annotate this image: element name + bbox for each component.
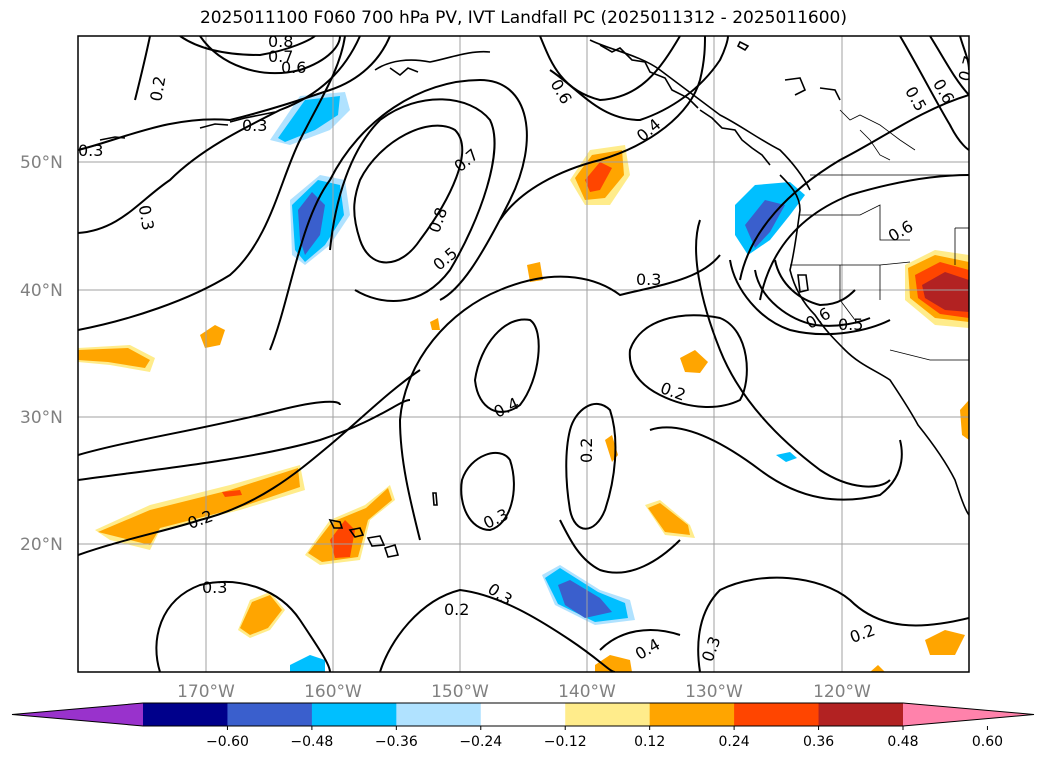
contour-label: 0.3 xyxy=(135,204,158,232)
colorbar-tick-label: −0.24 xyxy=(459,734,502,750)
colorbar-segment xyxy=(311,703,397,726)
contour-label: 0.7 xyxy=(268,47,293,66)
contour-label: 0.8 xyxy=(268,32,293,51)
contour-label: 0.5 xyxy=(838,315,863,334)
colorbar-extend-low xyxy=(12,703,143,726)
contour-label: 0.2 xyxy=(577,438,596,463)
contour-label: 0.3 xyxy=(636,270,661,289)
colorbar-segment xyxy=(565,703,651,726)
colorbar-tick-label: −0.60 xyxy=(206,734,249,750)
colorbar-tick-label: 0.60 xyxy=(972,734,1003,750)
map-plot-area: 0.8 0.7 0.6 0.2 0.3 0.3 0.3 0.6 0.7 0.8 … xyxy=(78,32,980,672)
colorbar-segment xyxy=(227,703,313,726)
colorbar-tick-label: 0.24 xyxy=(719,734,750,750)
lat-label-40n: 40°N xyxy=(20,281,63,301)
colorbar-tick-label: 0.36 xyxy=(803,734,834,750)
pv-contours xyxy=(78,36,969,672)
colorbar-segment xyxy=(143,703,228,726)
borders xyxy=(790,109,969,361)
contour-label: 0.3 xyxy=(242,116,267,135)
colorbar-segment xyxy=(649,703,735,726)
contour-label: 0.3 xyxy=(78,141,103,160)
colorbar-tick-label: 0.48 xyxy=(887,734,918,750)
lon-label-120w: 120°W xyxy=(813,682,871,702)
contour-label: 0.7 xyxy=(955,54,980,84)
colorbar-segment xyxy=(480,703,566,726)
lon-label-150w: 150°W xyxy=(431,682,489,702)
colorbar-segment xyxy=(818,703,904,726)
lat-label-30n: 30°N xyxy=(20,408,63,428)
map-title: 2025011100 F060 700 hPa PV, IVT Landfall… xyxy=(199,8,847,28)
lat-label-50n: 50°N xyxy=(20,153,63,173)
contour-label: 0.2 xyxy=(146,74,169,102)
lon-label-160w: 160°W xyxy=(304,682,362,702)
pv-shading xyxy=(78,92,969,672)
colorbar-tick-label: −0.12 xyxy=(544,734,587,750)
coastlines xyxy=(99,39,969,558)
lat-label-20n: 20°N xyxy=(20,535,63,555)
map-frame xyxy=(77,35,970,673)
colorbar-segment xyxy=(734,703,820,726)
colorbar-tick-label: 0.12 xyxy=(634,734,665,750)
lon-label-170w: 170°W xyxy=(177,682,235,702)
colorbar-outline xyxy=(11,702,1035,727)
contour-label: 0.6 xyxy=(281,58,306,77)
colorbar-segment xyxy=(396,703,482,726)
colorbar: −0.60 −0.48 −0.36 −0.24 −0.12 0.12 0.24 0.36 0.4… xyxy=(11,702,1035,750)
contour-label: 0.3 xyxy=(202,578,227,597)
lon-label-140w: 140°W xyxy=(558,682,616,702)
lon-label-130w: 130°W xyxy=(685,682,743,702)
colorbar-tick-label: −0.36 xyxy=(375,734,418,750)
contour-label: 0.2 xyxy=(444,600,469,619)
colorbar-extend-high xyxy=(903,703,1034,726)
colorbar-tick-label: −0.48 xyxy=(290,734,333,750)
